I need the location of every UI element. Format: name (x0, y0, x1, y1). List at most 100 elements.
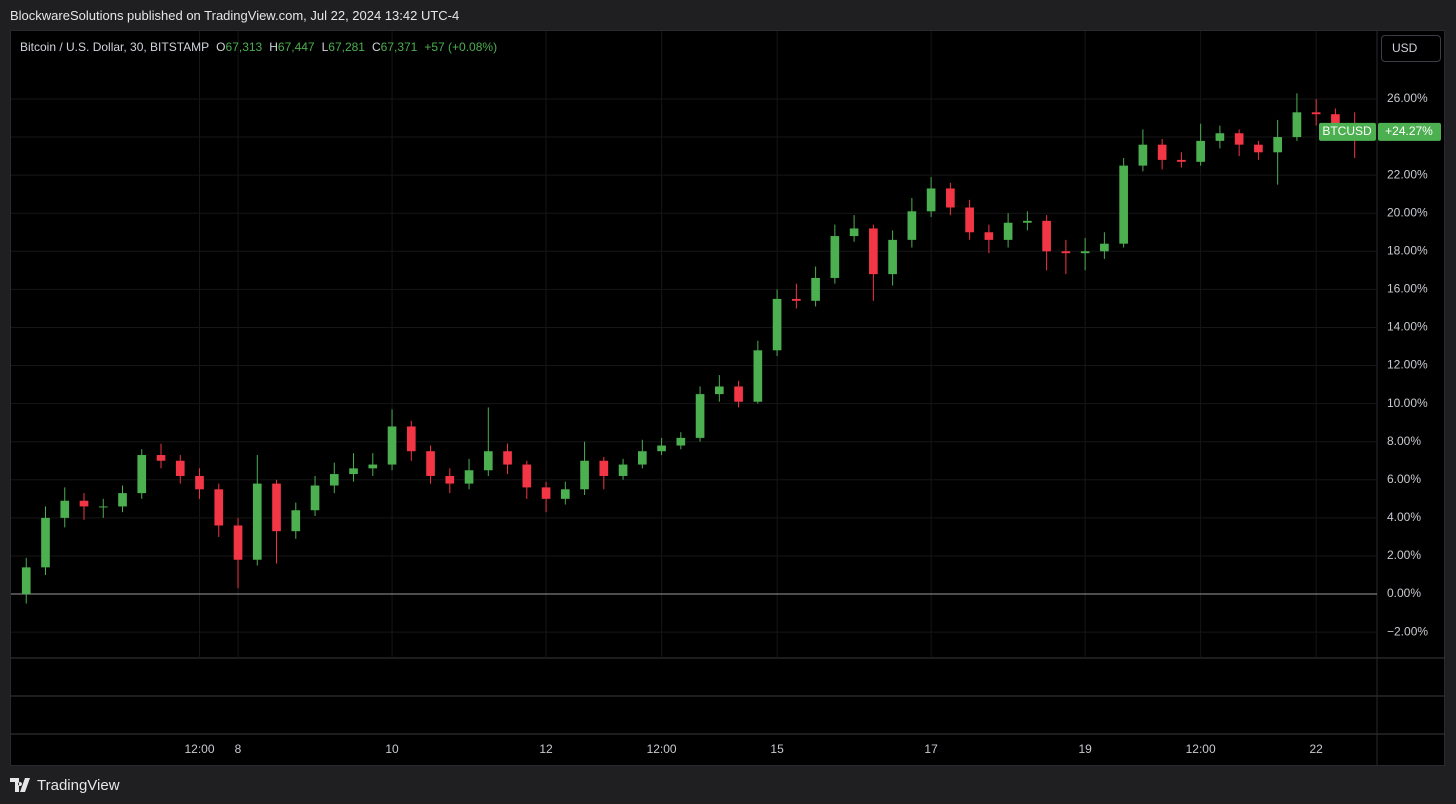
y-tick-label: 20.00% (1387, 205, 1428, 219)
ohlc-value: 67,447 (277, 40, 315, 54)
candle-body (1042, 220, 1051, 252)
candle-body (618, 464, 628, 476)
candle-body (753, 350, 763, 402)
currency-button[interactable]: USD (1381, 35, 1441, 62)
candle-body (541, 487, 551, 499)
candle-body (41, 517, 50, 568)
x-tick-label: 22 (1309, 742, 1323, 756)
ohlc-value: 67,313 (225, 40, 263, 54)
candle-body (503, 451, 512, 465)
candle-body (676, 437, 686, 446)
candle-body (1311, 112, 1321, 115)
candle-body (811, 277, 820, 301)
brand: TradingView (10, 774, 120, 796)
candle-body (1273, 137, 1282, 153)
candle-body (888, 239, 897, 275)
candle-body (252, 483, 262, 560)
candle-body (772, 298, 782, 351)
candle-body (599, 460, 609, 476)
candle-body (946, 188, 955, 208)
x-tick-label: 12:00 (185, 742, 215, 756)
chart-frame (10, 30, 1445, 766)
candle-body (1254, 144, 1263, 153)
x-tick-label: 10 (385, 742, 399, 756)
brand-name: TradingView (37, 776, 120, 794)
y-tick-label: 14.00% (1387, 320, 1428, 334)
symbol-name: Bitcoin / U.S. Dollar, 30, BITSTAMP (20, 40, 210, 54)
candle-body (291, 510, 301, 532)
x-tick-label: 17 (924, 742, 938, 756)
candle-body (522, 464, 532, 488)
x-tick-label: 15 (770, 742, 784, 756)
candle-body (214, 489, 224, 526)
ohlc-value: 67,281 (328, 40, 365, 54)
y-tick-label: −2.00% (1387, 624, 1428, 638)
y-tick-label: 2.00% (1387, 548, 1421, 562)
candle-body (233, 525, 243, 560)
y-tick-label: 6.00% (1387, 472, 1421, 486)
ohlc-key: C (371, 40, 381, 54)
candle-body (195, 475, 204, 490)
brand-logo (10, 778, 30, 792)
last-value-tag (1378, 122, 1441, 141)
candle-body (21, 567, 31, 595)
candle-body (98, 506, 108, 508)
candle-body (137, 455, 147, 494)
ohlc-key: O (216, 40, 226, 54)
candle-body (387, 426, 397, 465)
candle-body (1215, 133, 1225, 141)
candle-body (560, 489, 570, 499)
y-tick-label: 26.00% (1387, 91, 1428, 105)
candle-body (310, 485, 320, 511)
candle-body (445, 475, 455, 484)
y-tick-label: 16.00% (1387, 282, 1428, 296)
symbol-legend: Bitcoin / U.S. Dollar, 30, BITSTAMP O67,3… (20, 40, 504, 54)
ohlc-key: H (269, 40, 278, 54)
x-tick-label: 8 (235, 742, 242, 756)
candle-body (907, 211, 917, 240)
ohlc-value: 67,371 (380, 40, 418, 54)
candle-body (695, 394, 705, 438)
y-tick-label: 18.00% (1387, 243, 1428, 257)
candle-body (1234, 133, 1244, 145)
candle-body (175, 460, 185, 476)
y-tick-label: 8.00% (1387, 434, 1421, 448)
candle-body (715, 386, 724, 395)
ohlc-key: L (321, 40, 329, 54)
last-value-label: +24.27% (1385, 124, 1433, 138)
candle-body (792, 298, 801, 301)
candle-body (368, 464, 378, 469)
y-tick-label: 10.00% (1387, 396, 1428, 410)
candle-body (734, 386, 743, 402)
candle-body (464, 470, 474, 484)
candle-body (60, 500, 70, 518)
candle-body (1331, 114, 1340, 132)
candle-body (272, 483, 281, 532)
candle-body (1023, 220, 1032, 223)
candle-body (1080, 251, 1090, 254)
candle-body (1292, 112, 1302, 138)
x-tick-label: 12:00 (647, 742, 677, 756)
candle-body (1177, 159, 1186, 162)
candle-body (349, 468, 358, 475)
change-value: +57 (+0.08%) (424, 40, 498, 54)
candle-body (1119, 165, 1128, 244)
candle-body (79, 500, 89, 507)
y-tick-label: 22.00% (1387, 167, 1428, 181)
candle-body (483, 451, 493, 471)
y-tick-label: 0.00% (1387, 586, 1421, 600)
candle-body (637, 451, 647, 465)
candle-body (1196, 140, 1205, 162)
candle-body (1100, 243, 1109, 252)
candle-body (406, 426, 416, 452)
candle-body (965, 207, 974, 233)
y-tick-label: 12.00% (1387, 358, 1428, 372)
x-tick-label: 12 (539, 742, 553, 756)
candle-body (657, 445, 666, 452)
x-tick-label: 12:00 (1186, 742, 1216, 756)
x-tick-label: 19 (1078, 742, 1092, 756)
candle-body (926, 188, 936, 212)
candle-body (830, 236, 840, 278)
